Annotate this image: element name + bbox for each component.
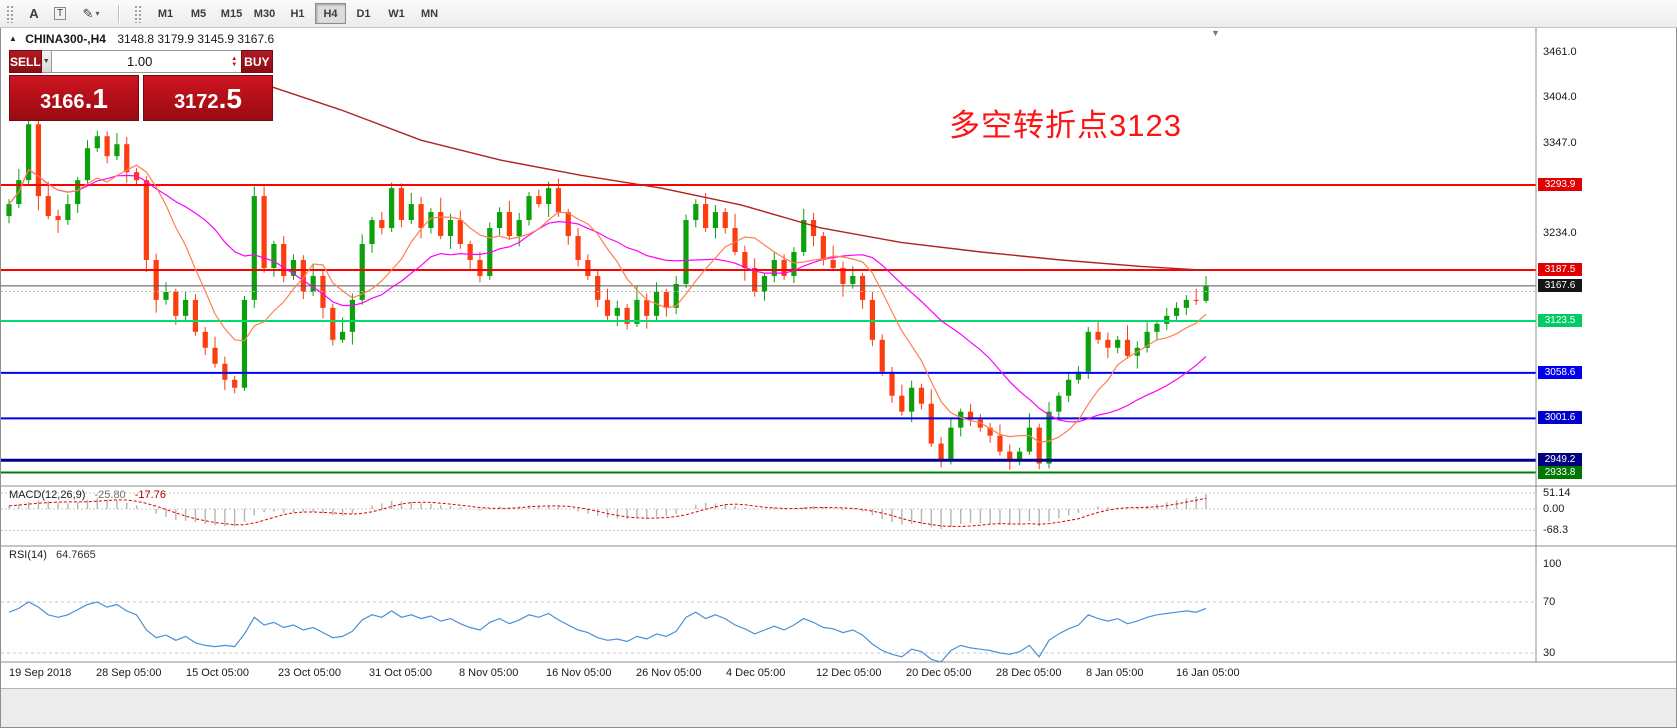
horizontal-level-lines [1, 184, 1536, 474]
one-click-panel-toggle-icon[interactable]: ▲ [9, 34, 17, 43]
time-axis-label: 19 Sep 2018 [9, 667, 72, 679]
volume-increase-button[interactable]: ▲ [231, 55, 238, 62]
volume-input[interactable] [51, 51, 228, 72]
axis-tick-label: 0.00 [1543, 503, 1565, 515]
annotation-tool-button[interactable]: A [21, 3, 47, 25]
timeframe-d1-button[interactable]: D1 [348, 3, 379, 24]
price-level-badge: 3123.5 [1538, 314, 1582, 328]
buy-price-display[interactable]: 3172 .5 [143, 75, 273, 121]
time-axis-label: 4 Dec 05:00 [726, 667, 786, 679]
sell-price-fraction: .1 [84, 83, 108, 114]
rsi-panel [1, 601, 1536, 663]
panel-separators [1, 28, 1676, 663]
price-level-badge: 3167.6 [1538, 278, 1582, 292]
price-axis[interactable]: 3461.0 3404.0 3347.0 3234.0 51.14 0.00 -68.3 10… [1537, 28, 1676, 662]
toolbar-drag-handle[interactable] [6, 4, 15, 23]
axis-tick-label: 3461.0 [1543, 45, 1577, 58]
time-axis-label: 31 Oct 05:00 [369, 667, 432, 679]
chart-window: ▲ CHINA300-,H4 3148.8 3179.9 3145.9 3167… [0, 28, 1677, 728]
ohlc-values: 3148.8 3179.9 3145.9 3167.6 [117, 32, 275, 46]
axis-tick-label: 51.14 [1543, 486, 1571, 499]
macd-signal-value: -17.76 [134, 489, 166, 501]
timeframe-m5-button[interactable]: M5 [183, 3, 214, 24]
volume-dropdown[interactable]: ▼ [41, 50, 52, 73]
price-level-badge: 3187.5 [1538, 262, 1582, 276]
sell-price-display[interactable]: 3166 .1 [9, 75, 139, 121]
axis-tick-label: 3234.0 [1543, 226, 1577, 239]
buy-price-main: 3172 [174, 91, 219, 113]
time-axis[interactable]: 19 Sep 2018 28 Sep 05:00 15 Oct 05:00 23 Oc… [1, 662, 1676, 688]
moving-averages [8, 85, 1207, 443]
axis-tick-label: -68.3 [1543, 524, 1569, 537]
candlesticks [6, 106, 1209, 470]
toolbar-separator [118, 4, 119, 23]
price-level-badge: 2933.8 [1538, 465, 1582, 479]
chart-annotation[interactable]: 多空转折点3123 [949, 108, 1182, 143]
time-axis-label: 12 Dec 05:00 [816, 667, 882, 679]
timeframe-w1-button[interactable]: W1 [381, 3, 412, 24]
buy-price-fraction: .5 [218, 83, 242, 114]
time-axis-label: 8 Jan 05:00 [1086, 667, 1144, 679]
axis-tick-label: 3347.0 [1543, 136, 1577, 149]
macd-value: -25.80 [94, 489, 126, 501]
timeframe-h1-button[interactable]: H1 [282, 3, 313, 24]
axis-tick-label: 30 [1543, 647, 1556, 659]
text-tool-icon: T [53, 7, 67, 20]
volume-decrease-button[interactable]: ▼ [231, 61, 238, 68]
time-axis-label: 28 Sep 05:00 [96, 667, 162, 679]
macd-name: MACD(12,26,9) [9, 489, 86, 501]
symbol-name: CHINA300-,H4 [25, 32, 106, 46]
chevron-down-icon: ▾ [95, 9, 100, 18]
axis-tick-label: 70 [1543, 596, 1556, 608]
timeframe-h4-button[interactable]: H4 [315, 3, 346, 24]
time-axis-label: 8 Nov 05:00 [459, 667, 519, 679]
price-level-badge: 2949.2 [1538, 453, 1582, 467]
letter-a-icon: A [29, 6, 39, 21]
chevron-down-icon: ▼ [42, 58, 50, 65]
axis-tick-label: 3404.0 [1543, 91, 1577, 104]
pencil-icon: ✎ [82, 5, 94, 21]
time-axis-label: 15 Oct 05:00 [186, 667, 249, 679]
time-axis-label: 16 Jan 05:00 [1176, 667, 1240, 679]
price-level-badge: 3293.9 [1538, 178, 1582, 191]
timeframe-toolbar: M1 M5 M15 M30 H1 H4 D1 W1 MN [149, 3, 446, 24]
rsi-indicator-label: RSI(14) 64.7665 [9, 549, 96, 561]
top-toolbar: A T ✎ ▾ M1 M5 M15 M30 H1 H4 D1 W1 MN [0, 0, 1677, 28]
draw-tool-button[interactable]: ✎ ▾ [73, 3, 109, 25]
sell-price-main: 3166 [40, 91, 85, 113]
sell-button[interactable]: SELL [9, 50, 42, 73]
text-label-tool-button[interactable]: T [47, 3, 73, 25]
rsi-value: 64.7665 [55, 549, 96, 561]
time-axis-label: 28 Dec 05:00 [996, 667, 1062, 679]
time-axis-label: 20 Dec 05:00 [906, 667, 972, 679]
chart-shift-marker-icon[interactable]: ▼ [1211, 28, 1220, 38]
chart-title: ▲ CHINA300-,H4 3148.8 3179.9 3145.9 3167… [9, 32, 274, 46]
timeframe-toolbar-drag-handle[interactable] [134, 4, 143, 23]
bottom-strip [1, 688, 1676, 727]
macd-indicator-label: MACD(12,26,9) -25.80 -17.76 [9, 489, 166, 501]
macd-panel [1, 492, 1536, 531]
timeframe-m15-button[interactable]: M15 [216, 3, 247, 24]
chart-canvas[interactable] [1, 28, 1677, 728]
axis-tick-label: 100 [1543, 557, 1562, 570]
time-axis-label: 23 Oct 05:00 [278, 667, 341, 679]
buy-button[interactable]: BUY [240, 50, 273, 73]
timeframe-m1-button[interactable]: M1 [150, 3, 181, 24]
price-level-badge: 3058.6 [1538, 365, 1582, 379]
price-level-badge: 3001.6 [1538, 411, 1582, 425]
one-click-trading-panel: SELL ▼ ▲ ▼ BUY 3166 .1 3172 .5 [9, 50, 273, 121]
timeframe-mn-button[interactable]: MN [414, 3, 445, 24]
time-axis-label: 16 Nov 05:00 [546, 667, 612, 679]
time-axis-label: 26 Nov 05:00 [636, 667, 702, 679]
timeframe-m30-button[interactable]: M30 [249, 3, 280, 24]
rsi-name: RSI(14) [9, 549, 47, 561]
